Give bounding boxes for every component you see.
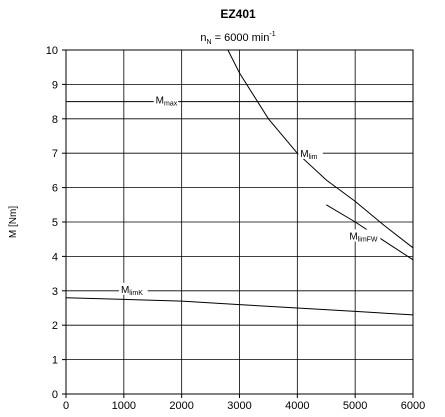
x-tick-label-3: 3000 [227,400,251,412]
y-tick-label-4: 4 [52,251,58,263]
series-label-bg-3 [118,282,148,295]
x-tick-label-4: 4000 [285,400,309,412]
series-label-bg-2 [347,229,381,242]
y-tick-label-9: 9 [52,79,58,91]
series-label-m-limfw: MlimFW [349,231,378,243]
series-group [65,49,414,316]
series-line-m-limk [65,297,414,316]
x-tick-label-2: 2000 [169,400,193,412]
y-tick-label-0: 0 [52,389,58,401]
y-axis-label: M [Nm] [8,206,19,238]
series-line-m-lim [227,49,414,249]
chart-title: EZ401 [220,7,256,21]
series-label-m-lim: Mlim [300,149,317,161]
series-label-bg-0 [153,93,179,106]
y-tick-label-5: 5 [52,217,58,229]
x-tick-label-5: 5000 [343,400,367,412]
y-tick-label-10: 10 [46,45,58,57]
plot-frame [65,49,414,395]
x-tick-label-0: 0 [63,400,69,412]
x-tick-label-1: 1000 [112,400,136,412]
y-tick-label-1: 1 [52,355,58,367]
series-label-m-limk: MlimK [121,285,143,297]
y-tick-label-3: 3 [52,286,58,298]
y-tick-label-2: 2 [52,320,58,332]
series-labels: Mmax Mlim MlimFW MlimK [118,93,381,297]
axis-ticks: 0 1000 2000 3000 4000 5000 6000 0 1 2 3 4 5 6 7 8 9 10 [46,45,425,412]
series-label-m-max: Mmax [156,96,178,108]
x-tick-label-6: 6000 [401,400,425,412]
chart-subtitle: nN = 6000 min-1 [200,31,275,46]
y-tick-label-7: 7 [52,148,58,160]
y-tick-label-6: 6 [52,183,58,195]
series-label-bg-1 [298,146,323,159]
y-tick-label-8: 8 [52,114,58,126]
